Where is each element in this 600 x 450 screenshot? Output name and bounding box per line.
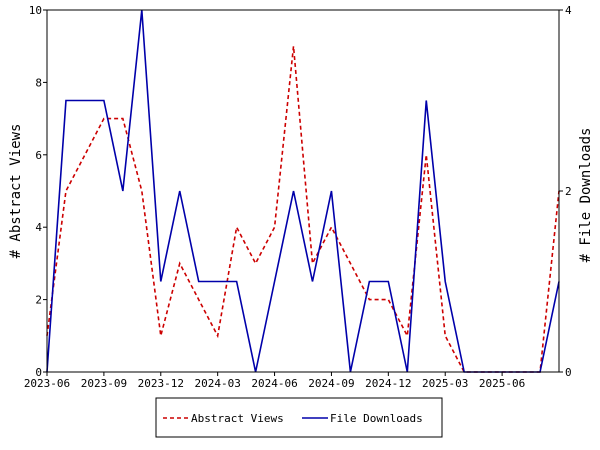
x-tick-label: 2025-03 [422,377,468,390]
x-tick-label: 2024-03 [194,377,240,390]
series-layer [46,9,560,373]
series-line-abstract-views [46,46,560,373]
right-y-tick-label: 4 [565,4,572,17]
x-tick-label: 2025-06 [479,377,525,390]
right-y-tick-label: 0 [565,366,572,379]
plot-area-frame [46,9,560,373]
legend-label-file-downloads: File Downloads [330,412,423,425]
legend-label-abstract-views: Abstract Views [191,412,284,425]
left-y-tick-label: 0 [35,366,42,379]
left-y-tick-label: 6 [35,149,42,162]
right-y-axis-title: # File Downloads [578,128,594,263]
x-tick-label: 2023-12 [138,377,184,390]
series-line-file-downloads [46,9,560,373]
left-y-axis-title: # Abstract Views [8,124,24,259]
left-y-tick-label: 2 [35,294,42,307]
x-tick-label: 2024-12 [365,377,411,390]
left-y-tick-label: 10 [29,4,42,17]
legend-box [155,397,443,438]
left-y-axis: 0 2 4 6 8 10 [29,4,47,379]
x-tick-label: 2024-09 [308,377,354,390]
x-tick-label: 2023-09 [81,377,127,390]
x-tick-label: 2023-06 [24,377,70,390]
right-y-axis: 0 2 4 [559,4,572,379]
x-tick-label: 2024-06 [251,377,297,390]
right-y-tick-label: 2 [565,185,572,198]
left-y-tick-label: 4 [35,221,42,234]
left-y-tick-label: 8 [35,76,42,89]
legend: Abstract Views File Downloads [155,397,443,438]
x-axis: 2023-06 2023-09 2023-12 2024-03 2024-06 2024-… [24,372,525,390]
